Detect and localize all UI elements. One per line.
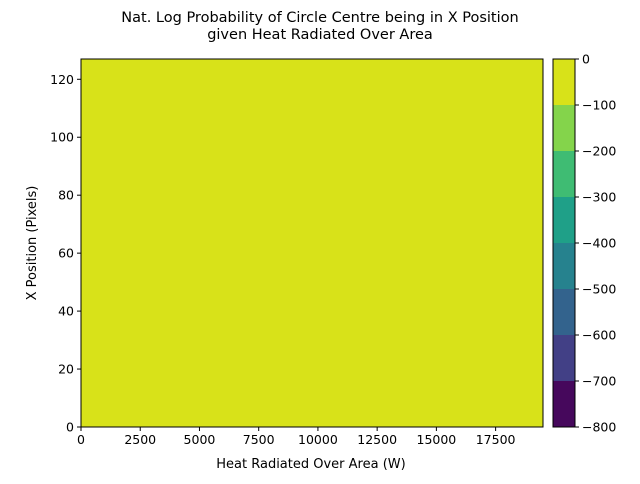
y-tick-label: 120 (50, 72, 74, 87)
colorbar-tick-label: −300 (582, 190, 616, 205)
y-axis-label: X Position (Pixels) (25, 186, 40, 301)
x-tick-label: 5000 (184, 432, 216, 447)
y-axis-ticks: 0 20 40 60 80 100 120 (50, 72, 81, 435)
colorbar-level-7 (553, 59, 575, 105)
filled-region-0 (81, 59, 543, 427)
plot-fill-layer (81, 59, 543, 427)
x-tick-label: 7500 (243, 432, 275, 447)
plot-frame (80, 58, 544, 428)
x-axis-ticks: 0 2500 5000 7500 10000 12500 15000 17500 (77, 427, 516, 447)
colorbar-tick-label: −600 (582, 328, 616, 343)
x-tick-label: 15000 (417, 432, 457, 447)
x-tick-label: 10000 (298, 432, 338, 447)
chart-title-line-1: Nat. Log Probability of Circle Centre be… (121, 10, 518, 26)
colorbar-tick-label: −500 (582, 282, 616, 297)
x-tick-label: 0 (77, 432, 85, 447)
colorbar-tick-label: −100 (582, 98, 616, 113)
chart-title-line-2: given Heat Radiated Over Area (207, 27, 433, 43)
colorbar-level-1 (553, 335, 575, 381)
x-tick-label: 12500 (357, 432, 397, 447)
colorbar-tick-label: −700 (582, 374, 616, 389)
colorbar-tick-label: −400 (582, 236, 616, 251)
x-tick-label: 2500 (124, 432, 156, 447)
y-tick-label: 60 (58, 246, 74, 261)
y-tick-label: 20 (58, 362, 74, 377)
colorbar-level-6 (553, 105, 575, 151)
colorbar-level-3 (553, 243, 575, 289)
y-tick-label: 0 (66, 420, 74, 435)
colorbar-tick-label: −200 (582, 144, 616, 159)
colorbar-level-5 (553, 151, 575, 197)
colorbar-tick-label: 0 (582, 52, 590, 67)
colorbar-ticks: 0 −100 −200 −300 −400 −500 −600 −700 −800 (575, 52, 616, 435)
colorbar-level-2 (553, 289, 575, 335)
y-tick-label: 80 (58, 188, 74, 203)
x-axis-label: Heat Radiated Over Area (W) (216, 457, 405, 472)
y-tick-label: 100 (50, 130, 74, 145)
colorbar-level-0 (553, 381, 575, 427)
colorbar-level-4 (553, 197, 575, 243)
colorbar-levels (553, 59, 575, 427)
y-tick-label: 40 (58, 304, 74, 319)
x-tick-label: 17500 (476, 432, 516, 447)
colorbar-tick-label: −800 (582, 420, 616, 435)
